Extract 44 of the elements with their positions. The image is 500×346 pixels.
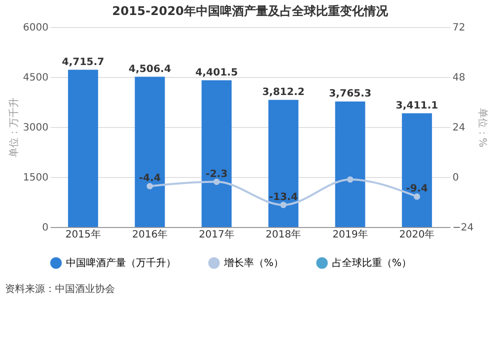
bar xyxy=(202,80,232,227)
y-tick-label: 0 xyxy=(42,222,48,234)
data-label: -4.4 xyxy=(138,173,161,184)
text: 资料来源：中国酒业协会 xyxy=(5,283,115,295)
x-tick-label: 2017年 xyxy=(198,228,234,240)
y2-tick-label: −24 xyxy=(452,222,474,234)
chart-title: 2015-2020年中国啤酒产量及占全球比重变化情况 xyxy=(112,4,389,18)
bar xyxy=(402,113,432,227)
point xyxy=(213,178,220,185)
point xyxy=(146,183,153,190)
point xyxy=(280,202,287,208)
y-tick-label: 4500 xyxy=(23,72,48,84)
y2-tick-label: 72 xyxy=(452,22,466,34)
bar xyxy=(134,76,165,227)
y-tick-label: 6000 xyxy=(23,22,48,34)
bar xyxy=(268,100,298,227)
data-label: 4,401.5 xyxy=(195,67,238,78)
y2-tick-label: 48 xyxy=(452,72,466,84)
data-label: 4,506.4 xyxy=(128,64,172,75)
data-label: -2.3 xyxy=(206,168,228,180)
y-tick-label: 1500 xyxy=(23,172,48,184)
y2-tick-label: 24 xyxy=(452,122,466,134)
y-tick-label: 3000 xyxy=(23,122,48,134)
point xyxy=(414,193,420,200)
data-label: 3,812.2 xyxy=(262,86,305,98)
y-axis-title: 单位：万千升 xyxy=(8,98,20,158)
x-tick-label: 2018年 xyxy=(266,228,302,240)
y2-axis-title: 单位：% xyxy=(476,108,489,148)
data-label: 3,765.3 xyxy=(328,88,372,100)
legend-label: 增长率（%） xyxy=(223,257,284,269)
point xyxy=(347,176,354,183)
x-tick-label: 2015年 xyxy=(65,228,101,240)
data-label: 3,411.1 xyxy=(396,100,438,112)
x-tick-label: 2016年 xyxy=(132,228,168,240)
bar xyxy=(68,70,98,227)
x-tick-label: 2019年 xyxy=(332,228,368,240)
data-label: -9.4 xyxy=(406,184,428,195)
bar xyxy=(335,101,366,227)
legend-label: 占全球比重（%） xyxy=(332,257,412,269)
data-label: 4,715.7 xyxy=(62,56,104,68)
legend-label: 中国啤酒产量（万千升） xyxy=(66,257,176,269)
y2-tick-label: 0 xyxy=(452,172,459,184)
data-label: -13.4 xyxy=(268,192,298,203)
x-tick-label: 2020年 xyxy=(399,228,435,240)
